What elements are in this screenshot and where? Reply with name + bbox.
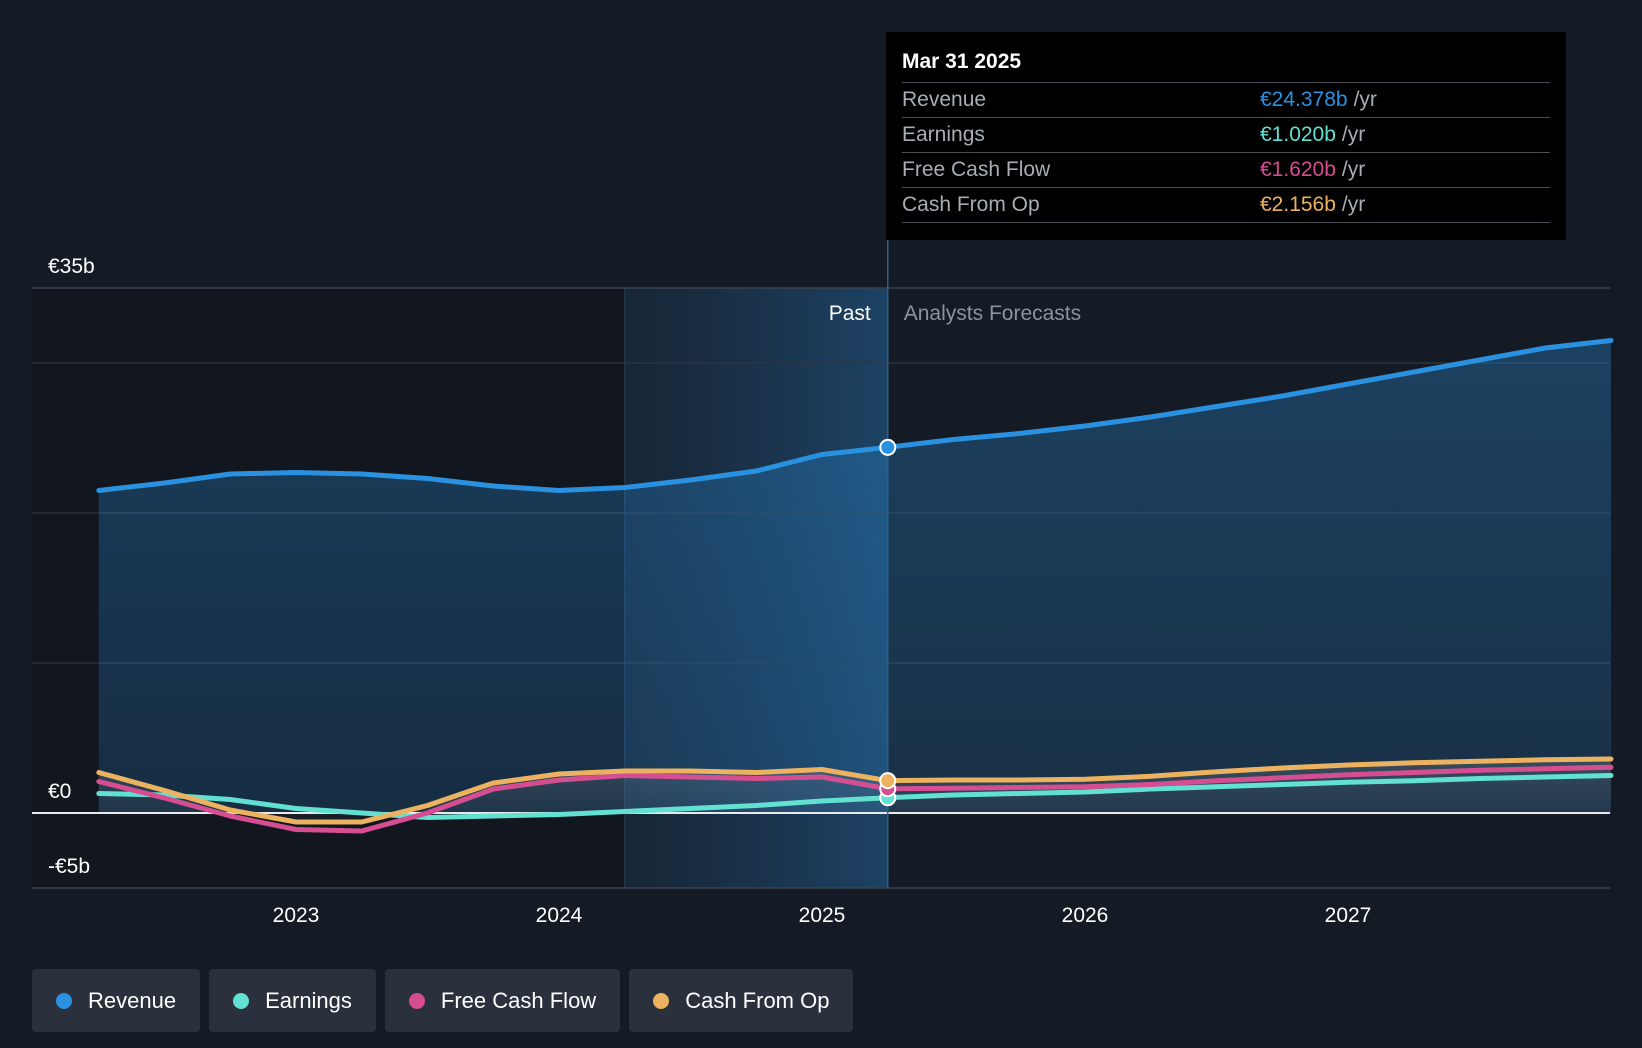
- legend-label-revenue: Revenue: [88, 987, 177, 1013]
- x-tick-label-2024: 2024: [536, 904, 583, 927]
- legend-label-fcf: Free Cash Flow: [440, 987, 597, 1013]
- tooltip-earnings-unit: /yr: [1341, 123, 1366, 146]
- legend-item-earnings[interactable]: Earnings: [209, 969, 376, 1032]
- past-label: Past: [829, 302, 871, 325]
- tooltip-row-earnings: Earnings €1.020b /yr: [902, 118, 1550, 153]
- tooltip-revenue-label: Revenue: [902, 88, 987, 111]
- revenue-area: [98, 340, 1611, 813]
- tooltip-date: Mar 31 2025: [902, 46, 1550, 83]
- earnings-line: [96, 773, 1614, 820]
- x-tick-label-2026: 2026: [1062, 904, 1109, 927]
- legend: Revenue Earnings Free Cash Flow Cash Fro…: [32, 969, 854, 1032]
- legend-item-fcf[interactable]: Free Cash Flow: [384, 969, 621, 1032]
- legend-dot-revenue: [56, 992, 72, 1009]
- tooltip-revenue-unit: /yr: [1353, 88, 1377, 111]
- tooltip-earnings-label: Earnings: [902, 123, 985, 146]
- revenue-line: [96, 338, 1614, 493]
- tooltip-row-fcf: Free Cash Flow €1.620b /yr: [902, 153, 1550, 188]
- legend-dot-fcf: [408, 992, 425, 1009]
- legend-dot-cfo: [653, 992, 670, 1009]
- revenue-marker: [879, 438, 897, 456]
- x-tick-label-2025: 2025: [799, 904, 846, 927]
- y-tick-label-2: -€5b: [48, 855, 90, 878]
- y-tick-label-0: €35b: [48, 255, 95, 278]
- cash-from-op-line: [96, 756, 1614, 825]
- free-cash-flow-line: [96, 764, 1614, 834]
- x-tick-label-2027: 2027: [1325, 904, 1372, 927]
- tooltip-row-revenue: Revenue €24.378b /yr: [902, 83, 1550, 118]
- legend-item-cfo[interactable]: Cash From Op: [629, 969, 854, 1032]
- tooltip-cfo-label: Cash From Op: [902, 193, 1040, 216]
- legend-item-revenue[interactable]: Revenue: [32, 969, 201, 1032]
- tooltip-cfo-value: €2.156b: [1260, 193, 1336, 216]
- legend-dot-earnings: [233, 992, 250, 1009]
- tooltip-earnings-value: €1.020b: [1260, 123, 1336, 146]
- tooltip-cfo-unit: /yr: [1341, 193, 1366, 216]
- tooltip-fcf-value: €1.620b: [1260, 158, 1336, 181]
- x-tick-label-2023: 2023: [273, 904, 320, 927]
- cash-area: [98, 759, 1611, 822]
- cash-from-op-marker: [879, 772, 897, 790]
- forecast-label: Analysts Forecasts: [904, 302, 1081, 325]
- tooltip-fcf-label: Free Cash Flow: [902, 158, 1051, 181]
- tooltip-row-cfo: Cash From Op €2.156b /yr: [902, 188, 1550, 223]
- tooltip-fcf-unit: /yr: [1341, 158, 1366, 181]
- tooltip-revenue-value: €24.378b: [1260, 88, 1348, 111]
- y-tick-label-1: €0: [48, 780, 71, 803]
- legend-label-earnings: Earnings: [265, 987, 352, 1013]
- tooltip: Mar 31 2025 Revenue €24.378b /yr Earning…: [886, 32, 1566, 240]
- legend-label-cfo: Cash From Op: [685, 987, 830, 1013]
